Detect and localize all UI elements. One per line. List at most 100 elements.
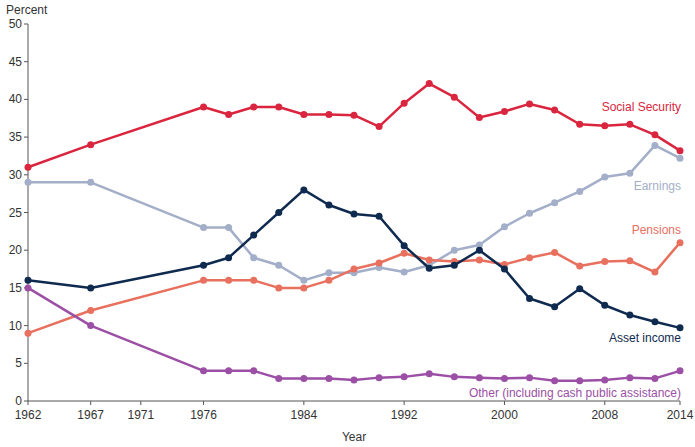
- series-point: [225, 367, 232, 374]
- series-point: [651, 318, 658, 325]
- series-point: [25, 179, 32, 186]
- series-point: [576, 285, 583, 292]
- series-point: [225, 254, 232, 261]
- series-point: [626, 374, 633, 381]
- series-point: [551, 249, 558, 256]
- series-point: [376, 374, 383, 381]
- series-point: [25, 330, 32, 337]
- series-point: [451, 373, 458, 380]
- series-point: [551, 106, 558, 113]
- series-point: [351, 266, 358, 273]
- x-tick-label: 2008: [591, 408, 618, 422]
- series-point: [200, 277, 207, 284]
- y-tick: [24, 250, 28, 251]
- x-tick: [203, 401, 204, 405]
- series-point: [526, 254, 533, 261]
- series-point: [677, 155, 684, 162]
- series-point: [275, 262, 282, 269]
- x-tick-label: 1967: [77, 408, 104, 422]
- series-point: [325, 111, 332, 118]
- series-point: [351, 112, 358, 119]
- y-tick-label: 50: [9, 17, 23, 31]
- series-point: [325, 277, 332, 284]
- series-point: [576, 188, 583, 195]
- series-point: [476, 374, 483, 381]
- series-label: Other (including cash public assistance): [469, 386, 681, 400]
- series-point: [401, 250, 408, 257]
- series-point: [476, 257, 483, 264]
- series-point: [401, 242, 408, 249]
- series-label: Social Security: [602, 100, 681, 114]
- series-point: [677, 147, 684, 154]
- series-line: [28, 84, 680, 168]
- series-point: [626, 257, 633, 264]
- series-point: [87, 284, 94, 291]
- series-point: [526, 100, 533, 107]
- series-point: [526, 210, 533, 217]
- x-tick: [140, 401, 141, 405]
- series-point: [651, 375, 658, 382]
- series-point: [401, 373, 408, 380]
- series-point: [401, 269, 408, 276]
- series-point: [376, 123, 383, 130]
- y-tick-label: 45: [9, 55, 23, 69]
- y-tick: [24, 61, 28, 62]
- y-tick: [24, 363, 28, 364]
- series-point: [250, 367, 257, 374]
- series-point: [200, 262, 207, 269]
- series-point: [300, 375, 307, 382]
- series-point: [275, 103, 282, 110]
- series-point: [87, 179, 94, 186]
- series-point: [626, 121, 633, 128]
- series-point: [325, 269, 332, 276]
- x-tick: [303, 401, 304, 405]
- series-point: [325, 201, 332, 208]
- series-point: [225, 277, 232, 284]
- y-tick: [24, 24, 28, 25]
- y-tick-label: 35: [9, 130, 23, 144]
- x-tick: [28, 401, 29, 405]
- series-point: [601, 122, 608, 129]
- series-point: [426, 370, 433, 377]
- series-point: [677, 367, 684, 374]
- x-tick-label: 1971: [127, 408, 154, 422]
- series-point: [300, 284, 307, 291]
- series-point: [526, 374, 533, 381]
- series-point: [225, 224, 232, 231]
- series-point: [200, 367, 207, 374]
- series-point: [250, 232, 257, 239]
- series-point: [601, 258, 608, 265]
- series-line: [28, 288, 680, 381]
- series-point: [300, 186, 307, 193]
- series-point: [601, 376, 608, 383]
- series-point: [476, 114, 483, 121]
- series-point: [426, 265, 433, 272]
- series-point: [250, 103, 257, 110]
- series-point: [300, 111, 307, 118]
- y-tick: [24, 325, 28, 326]
- series-point: [275, 209, 282, 216]
- series-label: Asset income: [609, 331, 681, 345]
- series-point: [275, 375, 282, 382]
- series-point: [325, 375, 332, 382]
- series-label: Pensions: [632, 223, 681, 237]
- series-point: [651, 131, 658, 138]
- x-tick-label: 1984: [290, 408, 317, 422]
- series-point: [426, 80, 433, 87]
- series-point: [651, 269, 658, 276]
- y-tick-label: 10: [9, 319, 23, 333]
- y-tick-label: 0: [15, 394, 22, 408]
- series-label: Earnings: [634, 179, 681, 193]
- series-point: [626, 170, 633, 177]
- series-point: [576, 377, 583, 384]
- series-point: [501, 108, 508, 115]
- x-axis-line: [28, 401, 680, 402]
- series-point: [87, 141, 94, 148]
- x-tick: [604, 401, 605, 405]
- series-point: [25, 277, 32, 284]
- series-point: [451, 262, 458, 269]
- series-point: [501, 223, 508, 230]
- series-point: [200, 103, 207, 110]
- x-tick-label: 1992: [391, 408, 418, 422]
- y-tick-label: 30: [9, 168, 23, 182]
